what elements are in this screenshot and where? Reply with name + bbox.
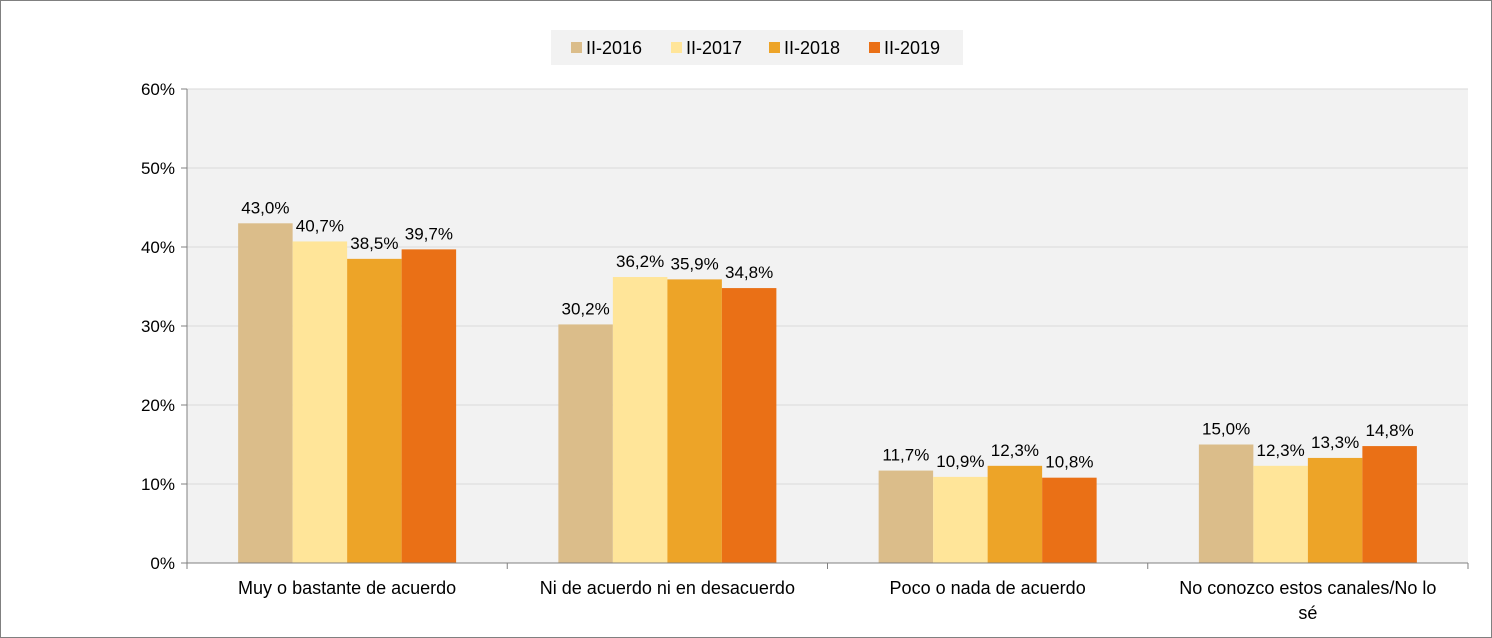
bar-ii-2016: [1198, 444, 1254, 563]
bar-ii-2017: [612, 277, 668, 563]
legend-label: II-2017: [686, 38, 742, 58]
y-tick-label: 10%: [141, 475, 175, 494]
bar-ii-2019: [1042, 477, 1097, 563]
y-tick-label: 60%: [141, 80, 175, 99]
bar-ii-2019: [721, 288, 777, 563]
data-label: 30,2%: [562, 299, 610, 318]
bar-ii-2016: [878, 470, 934, 563]
legend-label: II-2018: [784, 38, 840, 58]
y-tick-label: 50%: [141, 159, 175, 178]
bar-ii-2017: [292, 241, 348, 563]
data-label: 38,5%: [350, 234, 398, 253]
data-label: 39,7%: [405, 224, 453, 243]
bar-ii-2018: [1307, 457, 1363, 563]
legend-swatch: [869, 42, 880, 53]
data-label: 13,3%: [1311, 433, 1359, 452]
y-tick-label: 30%: [141, 317, 175, 336]
legend-swatch: [571, 42, 582, 53]
bar-ii-2017: [1253, 465, 1308, 563]
x-tick-label: No conozco estos canales/No lo: [1179, 578, 1436, 598]
data-label: 43,0%: [241, 198, 289, 217]
legend-swatch: [769, 42, 780, 53]
data-label: 12,3%: [1257, 441, 1305, 460]
data-label: 34,8%: [725, 263, 773, 282]
bar-ii-2016: [238, 223, 293, 564]
bar-ii-2019: [401, 249, 457, 563]
bar-ii-2019: [1362, 446, 1417, 563]
data-label: 14,8%: [1366, 421, 1414, 440]
bar-ii-2017: [933, 476, 988, 563]
x-tick-label: Poco o nada de acuerdo: [890, 578, 1086, 598]
legend-label: II-2019: [884, 38, 940, 58]
data-label: 35,9%: [671, 254, 719, 273]
y-tick-label: 40%: [141, 238, 175, 257]
legend-swatch: [671, 42, 682, 53]
data-label: 10,9%: [936, 452, 984, 471]
data-label: 15,0%: [1202, 420, 1250, 439]
bar-ii-2018: [347, 258, 402, 563]
bar-ii-2016: [558, 324, 613, 563]
bar-ii-2018: [667, 279, 722, 563]
data-label: 12,3%: [991, 441, 1039, 460]
x-tick-label: Muy o bastante de acuerdo: [238, 578, 456, 598]
y-tick-label: 0%: [150, 554, 175, 573]
data-label: 36,2%: [616, 252, 664, 271]
data-label: 10,8%: [1045, 453, 1093, 472]
x-tick-label: Ni de acuerdo ni en desacuerdo: [540, 578, 795, 598]
bar-ii-2018: [987, 465, 1043, 563]
x-tick-label: sé: [1298, 603, 1317, 623]
data-label: 40,7%: [296, 216, 344, 235]
legend-box: [551, 30, 963, 65]
legend-label: II-2016: [586, 38, 642, 58]
y-tick-label: 20%: [141, 396, 175, 415]
data-label: 11,7%: [882, 446, 929, 465]
